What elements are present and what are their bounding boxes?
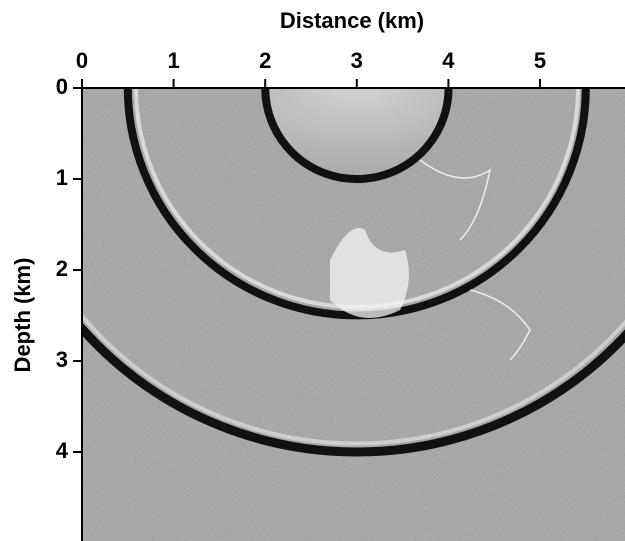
y-axis-title: Depth (km) xyxy=(10,258,35,373)
y-tick-label: 1 xyxy=(56,165,68,190)
y-tick-label: 4 xyxy=(56,438,69,463)
inner-region xyxy=(265,88,449,180)
x-tick-label: 1 xyxy=(167,48,179,73)
x-tick-label: 4 xyxy=(442,48,455,73)
streak xyxy=(469,289,531,361)
y-tick-label: 2 xyxy=(56,256,68,281)
wavefront xyxy=(261,88,453,184)
streak xyxy=(419,159,492,241)
y-tick-label: 0 xyxy=(56,74,68,99)
wavefront-highlight xyxy=(82,312,625,446)
x-tick-label: 5 xyxy=(534,48,546,73)
x-axis-title: Distance (km) xyxy=(280,8,424,33)
x-tick-label: 0 xyxy=(76,48,88,73)
seismic-image xyxy=(82,88,625,541)
wavefront xyxy=(82,321,625,457)
x-tick-label: 2 xyxy=(259,48,271,73)
y-tick-label: 3 xyxy=(56,347,68,372)
scatter-blob xyxy=(330,228,409,318)
x-tick-label: 3 xyxy=(351,48,363,73)
